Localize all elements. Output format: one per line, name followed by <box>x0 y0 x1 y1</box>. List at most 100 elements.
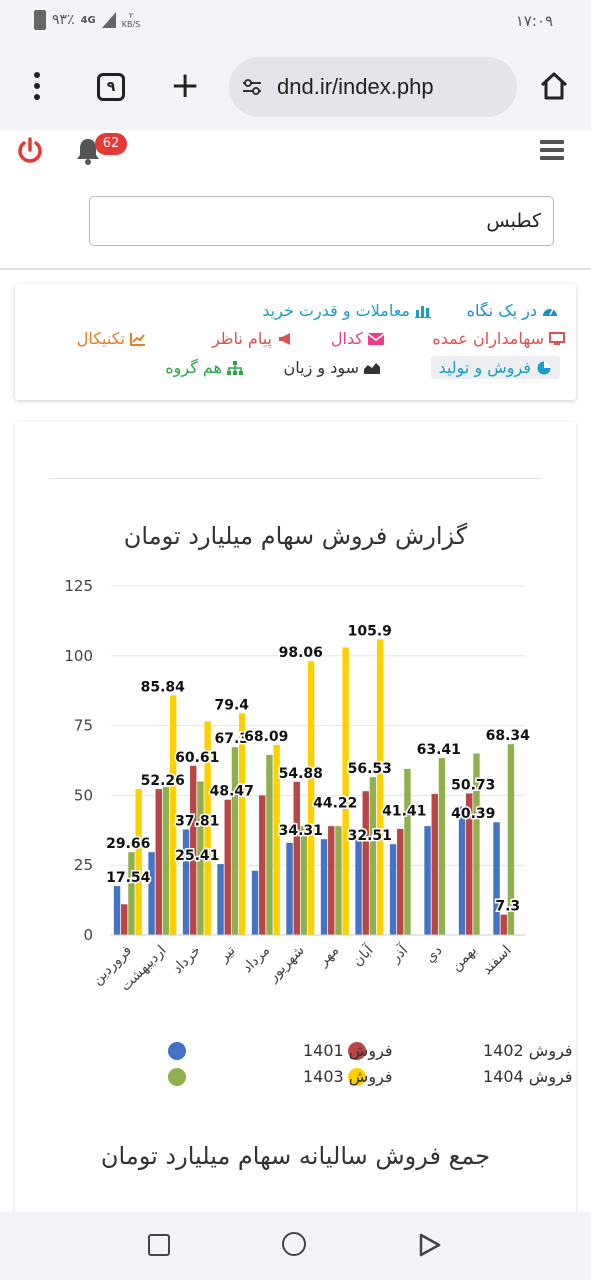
data-label: 7.3 <box>495 899 520 915</box>
nav-item-peer-group[interactable]: هم گروه <box>165 358 243 377</box>
data-label: 40.39 <box>451 806 495 822</box>
bar <box>286 842 293 935</box>
battery-level: ۹۳٪ <box>52 12 75 28</box>
nav-label: پیام ناظر <box>211 329 272 348</box>
recents-button[interactable] <box>148 1234 170 1256</box>
new-tab-icon[interactable]: + <box>170 65 201 106</box>
data-label: 48.47 <box>210 784 254 800</box>
bar <box>342 647 349 935</box>
nav-item-technical[interactable]: تکنیکال <box>77 329 146 348</box>
data-label: 25.41 <box>175 848 219 864</box>
data-label: 44.22 <box>313 796 357 812</box>
nav-item-profit-loss[interactable]: سود و زیان <box>284 358 380 377</box>
y-tick-label: 50 <box>74 786 93 804</box>
nav-item-codal[interactable]: کدال <box>331 329 384 348</box>
nav-item-trades[interactable]: معاملات و قدرت خرید <box>262 301 431 320</box>
data-label: 54.88 <box>279 766 323 782</box>
y-tick-label: 125 <box>64 577 93 595</box>
bar <box>500 914 507 935</box>
back-button[interactable] <box>418 1232 442 1258</box>
data-label: 41.41 <box>382 803 426 819</box>
gauge-icon <box>543 308 557 316</box>
x-tick-label: شهریور <box>265 943 308 986</box>
url-text: dnd.ir/index.php <box>277 74 434 99</box>
battery-icon <box>34 10 46 30</box>
home-icon[interactable] <box>538 70 570 102</box>
symbol-search-input[interactable]: کطبس <box>89 196 554 246</box>
bar <box>355 837 362 935</box>
bar <box>190 765 197 935</box>
nav-item-major-holders[interactable]: سهامداران عمده <box>432 329 565 348</box>
bar <box>169 695 177 935</box>
data-label: 29.66 <box>106 836 150 852</box>
hamburger-menu-icon[interactable] <box>540 140 564 160</box>
data-label: 32.51 <box>348 828 392 844</box>
nav-label: تکنیکال <box>76 329 125 348</box>
data-label: 60.61 <box>175 750 219 766</box>
bar <box>507 744 515 935</box>
nav-item-overview[interactable]: در یک نگاه <box>467 301 558 320</box>
x-tick-label: آذر <box>386 941 411 966</box>
bar <box>293 781 300 935</box>
x-tick-label: اسفند <box>479 943 515 979</box>
nav-label: کدال <box>330 329 363 348</box>
bar <box>182 829 190 935</box>
android-nav-bar <box>0 1212 591 1280</box>
y-tick-label: 100 <box>64 647 93 665</box>
home-button[interactable] <box>282 1232 306 1256</box>
data-label: 68.34 <box>486 728 531 744</box>
bar <box>438 757 446 935</box>
y-tick-label: 75 <box>74 717 93 735</box>
browser-toolbar: ۹ + dnd.ir/index.php <box>0 44 591 130</box>
data-label: 34.31 <box>279 823 323 839</box>
bar <box>224 799 231 935</box>
bar <box>493 822 500 935</box>
nav-item-sales-production[interactable]: فروش و تولید <box>430 356 560 379</box>
power-icon[interactable] <box>16 136 44 164</box>
nav-item-supervisor-message[interactable]: پیام ناظر <box>212 329 293 348</box>
browser-menu-icon[interactable] <box>26 72 48 102</box>
bar <box>404 768 411 935</box>
signal-icon <box>101 12 116 28</box>
x-tick-label: بهمن <box>448 943 480 975</box>
legend-label: فروش 1402 <box>483 1041 573 1061</box>
bar <box>266 754 273 935</box>
legend-marker <box>168 1042 186 1060</box>
data-label: 52.26 <box>141 773 185 789</box>
bar <box>148 852 155 935</box>
app-header: 62 کطبس <box>0 130 591 270</box>
bell-icon[interactable] <box>74 136 102 166</box>
nav-label: هم گروه <box>165 358 222 377</box>
legend-marker <box>168 1068 186 1086</box>
bar <box>113 886 121 935</box>
x-tick-label: تیر <box>215 942 238 965</box>
bar <box>335 826 342 935</box>
bar <box>135 789 142 935</box>
data-label: 17.54 <box>106 870 151 886</box>
data-label: 98.06 <box>279 645 323 661</box>
bar <box>369 777 377 935</box>
chart-title: گزارش فروش سهام میلیارد تومان <box>123 522 468 550</box>
address-bar[interactable]: dnd.ir/index.php <box>229 57 517 117</box>
bar <box>300 826 308 935</box>
speed-unit: KB/S <box>121 20 141 29</box>
site-settings-icon[interactable] <box>241 77 263 97</box>
sitemap-icon <box>227 360 243 375</box>
data-label: 85.84 <box>141 679 186 695</box>
envelope-icon <box>368 332 384 345</box>
area-chart-icon <box>364 362 380 374</box>
bar <box>320 839 328 935</box>
nav-label: فروش و تولید <box>438 358 531 377</box>
x-tick-label: آبان <box>349 941 378 970</box>
speed-value: ۲ <box>128 11 134 20</box>
bar <box>259 795 266 935</box>
bar <box>197 781 204 935</box>
bar <box>362 791 369 935</box>
bar <box>376 639 384 935</box>
bar <box>231 747 239 935</box>
bar <box>162 787 170 935</box>
tab-switcher-button[interactable]: ۹ <box>97 73 125 101</box>
bar <box>389 844 397 935</box>
content-card: گزارش فروش سهام میلیارد تومان 0 25 50 75 100… <box>15 422 576 1222</box>
bar <box>128 852 135 935</box>
